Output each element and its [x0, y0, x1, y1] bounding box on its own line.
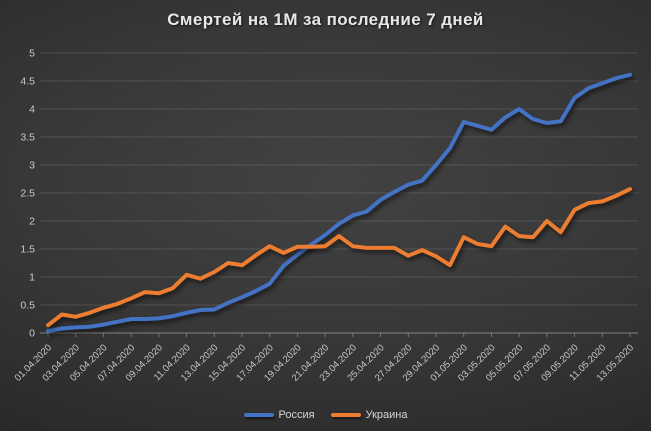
series-line-russia [46, 72, 632, 333]
y-tick-label: 3.5 [20, 132, 35, 144]
y-tick-label: 1.5 [20, 244, 35, 256]
y-tick-label: 4.5 [20, 76, 35, 88]
legend-label-ukraine: Украина [365, 409, 408, 421]
y-tick-label: 5 [29, 48, 35, 60]
y-tick-label: 4 [29, 104, 35, 116]
ukraine-line-swatch [330, 413, 361, 417]
legend-item-russia: Россия [243, 409, 315, 421]
chart-title: Смертей на 1М за последние 7 дней [167, 10, 484, 29]
russia-line-swatch [243, 413, 274, 417]
y-tick-label: 2 [29, 216, 35, 228]
y-tick-label: 2.5 [20, 188, 35, 200]
y-tick-label: 0 [29, 328, 35, 340]
y-tick-label: 0.5 [20, 300, 35, 312]
chart-legend: Россия Украина [0, 409, 651, 421]
series-line-ukraine [46, 187, 632, 328]
legend-label-russia: Россия [278, 409, 315, 421]
y-tick-label: 1 [29, 272, 35, 284]
y-tick-label: 3 [29, 160, 35, 172]
legend-item-ukraine: Украина [330, 409, 408, 421]
